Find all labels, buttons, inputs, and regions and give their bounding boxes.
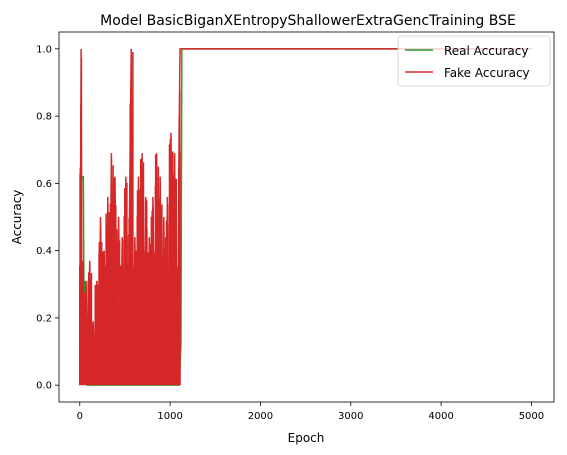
- legend-label-fake: Fake Accuracy: [444, 66, 530, 80]
- y-axis: 0.0 0.2 0.4 0.6 0.8 1.0: [36, 44, 59, 392]
- y-tick-label: 0.0: [36, 381, 52, 392]
- x-tick-label: 2000: [248, 411, 273, 422]
- series-line: [79, 48, 532, 386]
- x-axis: 0 1000 2000 3000 4000 5000: [77, 402, 544, 422]
- x-axis-label: Epoch: [288, 431, 325, 445]
- x-tick-label: 1000: [157, 411, 182, 422]
- series-layer: [79, 48, 532, 386]
- x-tick-label: 4000: [428, 411, 453, 422]
- y-tick-label: 0.8: [36, 112, 52, 123]
- series-fake-accuracy: [79, 48, 532, 386]
- y-tick-label: 0.2: [36, 313, 52, 324]
- legend-label-real: Real Accuracy: [444, 44, 528, 58]
- y-tick-label: 0.4: [36, 246, 52, 257]
- x-tick-label: 5000: [519, 411, 544, 422]
- y-tick-label: 1.0: [36, 44, 52, 55]
- y-axis-label: Accuracy: [10, 190, 24, 245]
- plot-area: [79, 48, 532, 386]
- legend: Real Accuracy Fake Accuracy: [397, 35, 551, 87]
- x-tick-label: 3000: [338, 411, 363, 422]
- plot-frame: [58, 31, 555, 403]
- x-tick-label: 0: [77, 411, 83, 422]
- y-tick-label: 0.6: [36, 179, 52, 190]
- chart-title: Model BasicBiganXEntropyShallowerExtraGe…: [100, 13, 516, 29]
- legend-box: [397, 35, 551, 87]
